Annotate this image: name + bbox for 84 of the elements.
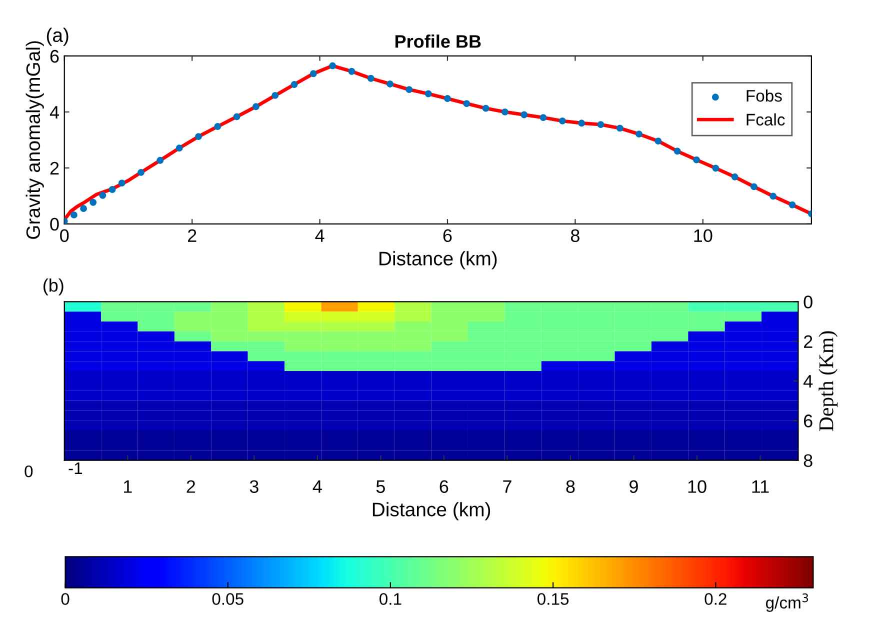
y-tick-label: 0 <box>50 218 59 231</box>
point <box>118 180 126 187</box>
point <box>138 168 144 176</box>
point <box>70 211 78 218</box>
x-tick-label: 4 <box>315 229 324 242</box>
x-tick-label: 11 <box>752 480 769 493</box>
point <box>329 62 336 70</box>
point <box>788 201 796 208</box>
point <box>520 111 528 118</box>
x-tick-label: 3 <box>250 480 258 493</box>
point <box>597 121 604 128</box>
point <box>463 100 470 108</box>
point <box>424 90 432 98</box>
point <box>386 80 394 88</box>
point <box>616 124 624 132</box>
y-tick-label: 8 <box>804 454 812 467</box>
point <box>80 205 88 212</box>
chart-title: Profile BB <box>395 34 481 48</box>
point <box>501 108 508 116</box>
legend-label: Fcalc <box>746 113 785 126</box>
text: (a) <box>46 28 68 46</box>
color-bar-label: 0 <box>61 593 70 605</box>
x-tick-label: 7 <box>503 480 512 493</box>
x-tick-label: 8 <box>570 229 580 242</box>
color-bar-label: 0.05 <box>212 593 244 605</box>
point <box>693 156 700 164</box>
text: (b) <box>43 278 64 296</box>
color-bar-label: 0.15 <box>537 593 569 605</box>
point <box>195 133 202 140</box>
x-tick-label: 6 <box>440 480 448 493</box>
point <box>290 81 298 88</box>
point <box>731 173 738 180</box>
y-tick-label: 6 <box>50 50 59 63</box>
x-tick-label: 1 <box>124 480 132 493</box>
point <box>272 92 279 99</box>
x-tick-label: 0 <box>60 229 69 242</box>
x-tick-label: 6 <box>443 229 452 242</box>
y-axis-title: Depth (Km) <box>818 331 838 431</box>
y-tick-label: 4 <box>50 106 59 118</box>
point <box>214 123 222 130</box>
x-tick-label: 4 <box>312 480 322 493</box>
x-axis-title: Distance (km) <box>372 502 490 520</box>
point <box>367 74 374 82</box>
point <box>99 192 106 199</box>
y-tick-label: 0 <box>804 296 812 308</box>
point <box>176 144 183 152</box>
point <box>90 198 97 206</box>
x-tick-label: 2 <box>186 480 196 493</box>
point <box>348 68 356 75</box>
y-tick-label: 6 <box>804 414 812 428</box>
point <box>674 148 681 155</box>
point <box>712 164 720 172</box>
y-axis-title: Gravity anomaly(mGal) <box>26 41 44 239</box>
point <box>233 113 240 120</box>
x-tick-label: 8 <box>566 480 575 493</box>
point <box>310 70 317 78</box>
x-tick-label: 5 <box>376 480 385 493</box>
point <box>482 104 490 112</box>
legend-label: Fobs <box>746 89 782 102</box>
y-tick-label: 4 <box>803 375 813 388</box>
point <box>750 183 758 190</box>
point <box>108 186 116 193</box>
text: -1 <box>68 462 82 474</box>
x-tick-label: 10 <box>694 229 712 242</box>
point <box>444 95 451 102</box>
point <box>770 192 777 200</box>
point <box>558 117 566 124</box>
color-bar-label: 0.2 <box>704 593 726 605</box>
color-bar-label: 0.1 <box>380 593 402 605</box>
point <box>252 103 260 110</box>
x-tick-label: 10 <box>688 480 706 493</box>
point <box>156 156 164 164</box>
point <box>654 138 662 145</box>
point <box>540 114 547 122</box>
x-tick-label: 9 <box>630 480 638 493</box>
y-tick-label: 2 <box>50 162 59 174</box>
point <box>578 120 586 127</box>
text: 0 <box>24 465 33 478</box>
point <box>406 86 413 94</box>
color-bar-title: g/cm$^{3}$ <box>766 593 808 612</box>
x-axis-title: Distance (km) <box>380 251 497 270</box>
y-tick-label: 2 <box>804 335 812 348</box>
x-tick-label: 2 <box>188 229 196 242</box>
point <box>636 130 643 138</box>
